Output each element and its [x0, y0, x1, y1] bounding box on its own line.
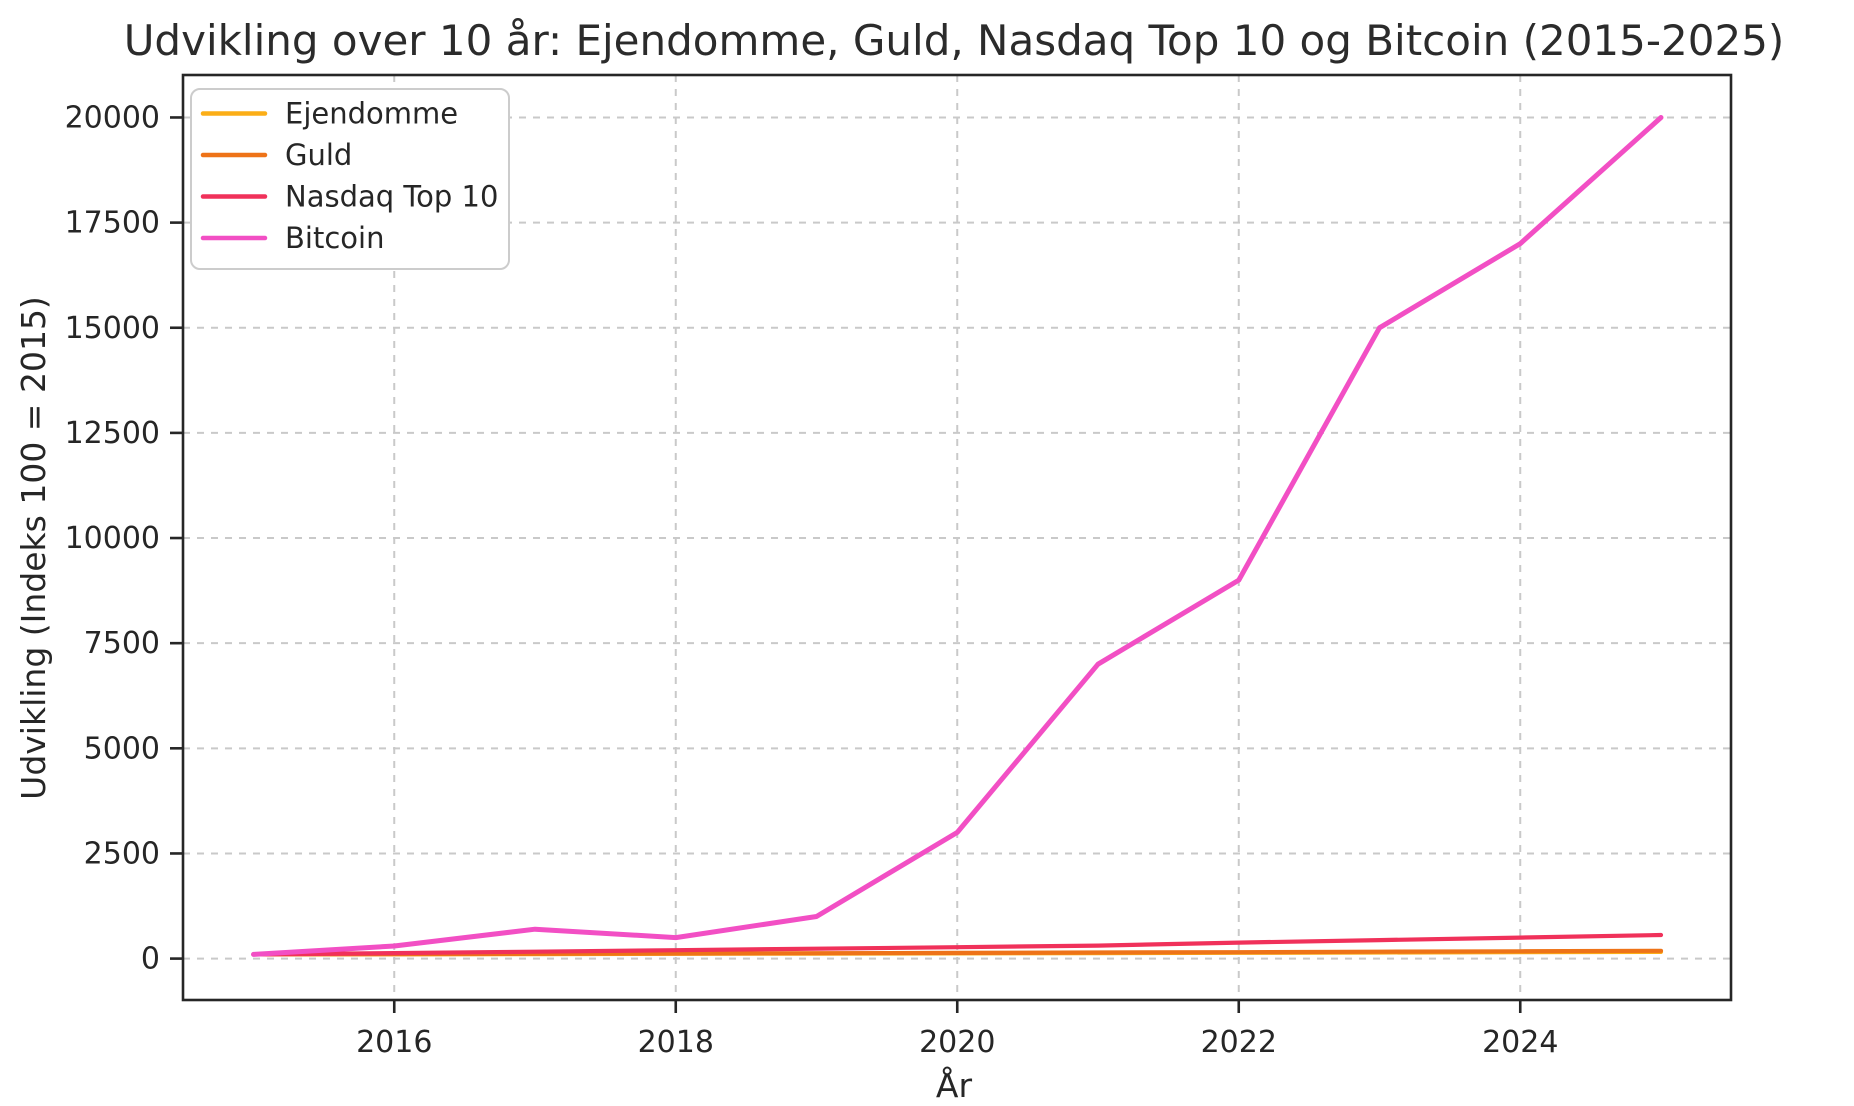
legend-item: Nasdaq Top 10: [200, 180, 498, 214]
y-tick-label: 15000: [65, 311, 160, 346]
x-tick-label: 2024: [1482, 1025, 1558, 1060]
x-tick-label: 2020: [919, 1025, 995, 1060]
legend-item: Bitcoin: [200, 221, 384, 255]
legend-item-label: Guld: [285, 138, 352, 172]
x-axis-label: År: [935, 1066, 973, 1105]
y-tick-label: 10000: [65, 521, 160, 556]
legend: Ejendomme Guld Nasdaq Top 10 Bitcoin: [190, 88, 510, 270]
legend-item: Ejendomme: [200, 97, 458, 131]
series-line-nasdaq-top-10: [251, 932, 1664, 957]
chart-title: Udvikling over 10 år: Ejendomme, Guld, N…: [123, 16, 1785, 65]
y-tick-label: 20000: [65, 100, 160, 135]
legend-box: [190, 88, 510, 270]
y-tick-label: 17500: [65, 206, 160, 241]
x-tick-label: 2018: [638, 1025, 714, 1060]
y-axis-label: Udvikling (Indeks 100 = 2015): [14, 296, 53, 800]
x-tick-label: 2022: [1201, 1025, 1277, 1060]
y-tick-label: 5000: [84, 731, 160, 766]
y-tick-label: 12500: [65, 416, 160, 451]
legend-item-label: Nasdaq Top 10: [285, 180, 498, 214]
legend-item: Guld: [200, 138, 352, 172]
y-tick-label: 2500: [84, 836, 160, 871]
legend-item-label: Bitcoin: [285, 221, 384, 255]
x-tick-label: 2016: [356, 1025, 432, 1060]
legend-item-label: Ejendomme: [285, 97, 458, 131]
y-tick-label: 0: [141, 942, 160, 977]
y-tick-label: 7500: [84, 626, 160, 661]
series-line-bitcoin: [251, 115, 1664, 957]
